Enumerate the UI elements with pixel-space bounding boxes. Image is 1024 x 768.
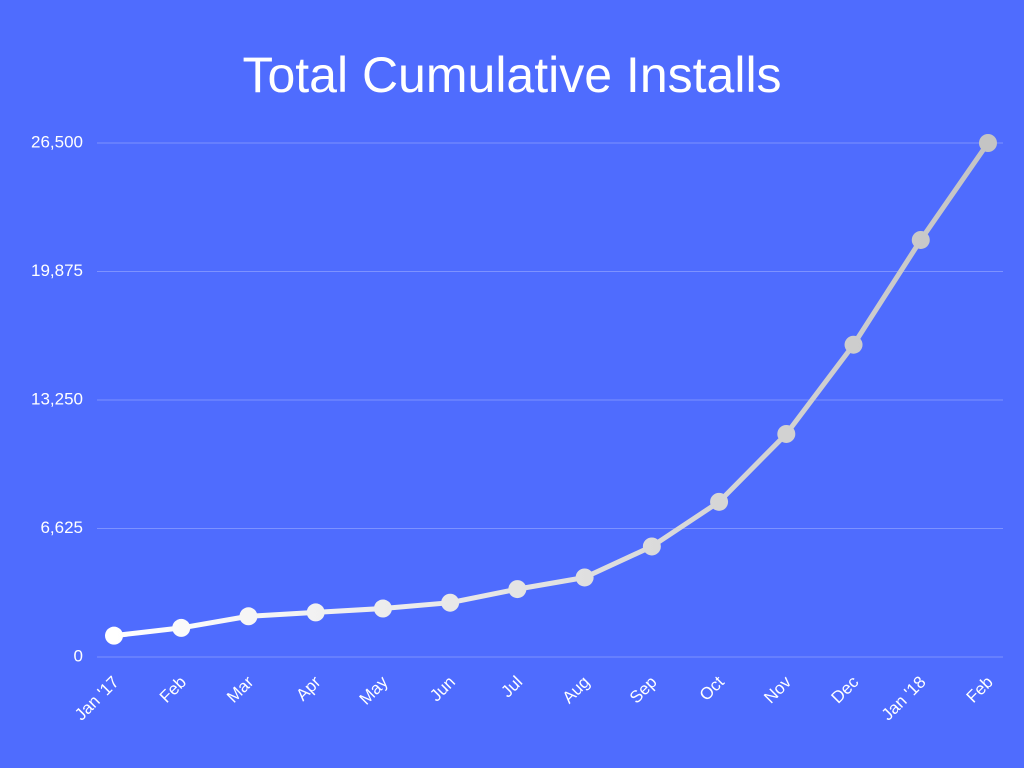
y-tick-label: 0 [74, 646, 83, 665]
point [710, 492, 729, 511]
point [575, 568, 594, 587]
y-tick-label: 26,500 [31, 132, 83, 151]
point [979, 134, 997, 152]
y-tick-label: 6,625 [40, 518, 83, 537]
line [113, 141, 991, 639]
point [306, 603, 325, 622]
point [373, 599, 392, 618]
point [911, 230, 930, 249]
point [777, 424, 796, 443]
point [172, 618, 191, 637]
y-tick-label: 19,875 [31, 261, 83, 280]
point [844, 335, 863, 354]
point [508, 580, 527, 599]
point [239, 607, 258, 626]
point [441, 593, 460, 612]
point [642, 537, 661, 556]
y-tick-label: 13,250 [31, 389, 83, 408]
chart-title: Total Cumulative Installs [242, 47, 781, 103]
point [105, 626, 123, 645]
